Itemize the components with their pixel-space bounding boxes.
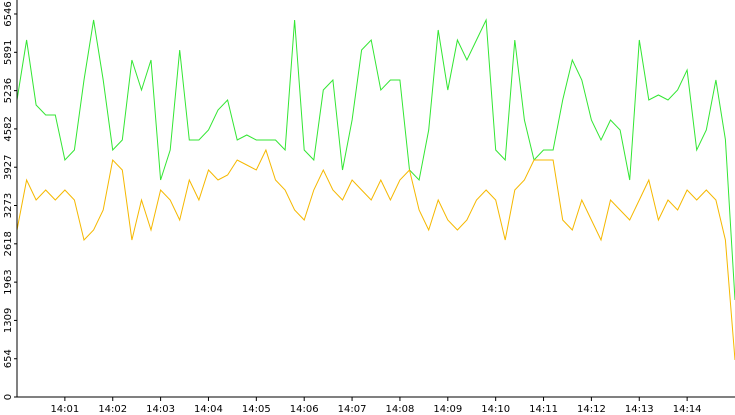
y-tick-label: 5891 bbox=[3, 40, 14, 65]
x-tick-label: 14:09 bbox=[433, 404, 462, 415]
x-tick-label: 14:06 bbox=[290, 404, 319, 415]
y-tick-label: 0 bbox=[3, 394, 14, 400]
y-tick-label: 1309 bbox=[3, 308, 14, 333]
y-tick-label: 2618 bbox=[3, 231, 14, 256]
x-tick-label: 14:10 bbox=[481, 404, 510, 415]
x-tick-label: 14:04 bbox=[194, 404, 223, 415]
x-tick-label: 14:12 bbox=[577, 404, 606, 415]
y-tick-label: 5236 bbox=[3, 78, 14, 103]
y-tick-label: 3927 bbox=[3, 154, 14, 179]
x-tick-label: 14:14 bbox=[673, 404, 702, 415]
x-tick-label: 14:13 bbox=[625, 404, 654, 415]
series-line bbox=[16, 148, 735, 361]
x-tick-label: 14:11 bbox=[529, 404, 558, 415]
y-tick-label: 3273 bbox=[3, 193, 14, 218]
x-tick-label: 14:03 bbox=[146, 404, 175, 415]
y-tick-label: 654 bbox=[3, 349, 14, 368]
y-tick-label: 1963 bbox=[3, 269, 14, 294]
x-tick-label: 14:02 bbox=[98, 404, 127, 415]
x-tick-label: 14:07 bbox=[338, 404, 367, 415]
x-tick-label: 14:08 bbox=[386, 404, 415, 415]
x-tick-label: 14:01 bbox=[50, 404, 79, 415]
x-tick-label: 14:05 bbox=[242, 404, 271, 415]
y-tick-label: 4582 bbox=[3, 116, 14, 141]
y-tick-label: 6546 bbox=[3, 1, 14, 26]
series-line bbox=[16, 18, 735, 301]
